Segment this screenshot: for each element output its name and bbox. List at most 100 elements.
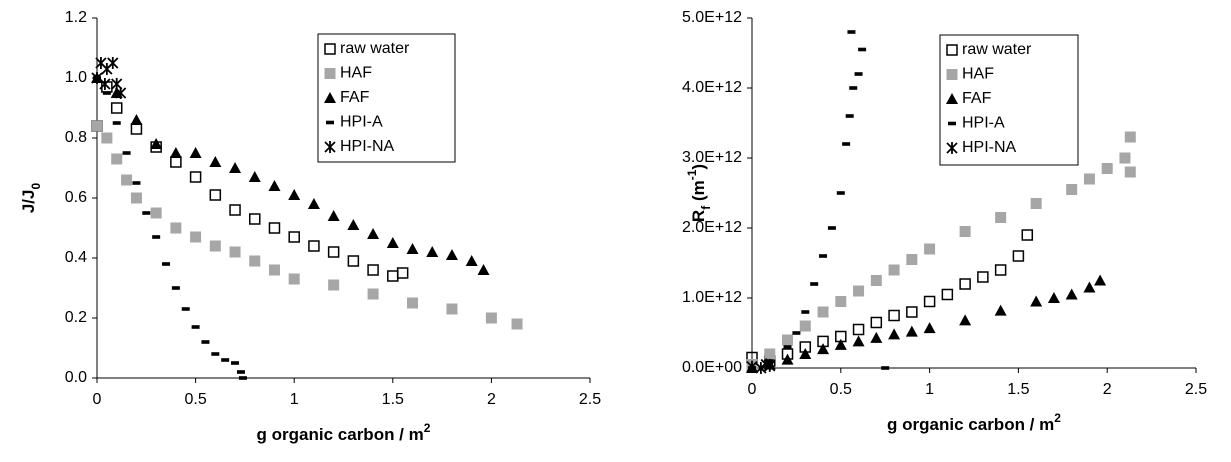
marker — [810, 282, 819, 286]
series — [93, 76, 247, 380]
y-tick-label: 2.0E+12 — [682, 219, 742, 236]
x-tick-label: 2.5 — [1185, 381, 1207, 398]
marker — [977, 271, 989, 283]
marker — [994, 264, 1007, 276]
marker — [130, 192, 142, 204]
marker — [1094, 274, 1107, 286]
label-part: 2 — [424, 421, 431, 435]
marker — [130, 123, 143, 135]
marker — [249, 255, 261, 267]
legend-label: raw water — [340, 40, 410, 57]
y-tick-label: 3.0E+12 — [682, 149, 742, 166]
marker — [834, 338, 847, 350]
marker — [959, 314, 972, 326]
x-tick-label: 1.5 — [382, 391, 404, 408]
marker — [994, 304, 1007, 316]
marker — [923, 322, 936, 334]
legend: raw water HAF FAF HPI-A HPI-NA — [317, 33, 456, 163]
marker — [91, 120, 103, 132]
marker — [888, 328, 901, 340]
marker — [764, 348, 776, 360]
marker — [465, 255, 478, 266]
marker — [209, 189, 222, 201]
label-part: ) — [689, 164, 708, 170]
marker — [307, 198, 320, 209]
y-tick-label: 1.0 — [65, 69, 87, 86]
legend-box — [317, 33, 456, 163]
marker — [248, 171, 261, 182]
marker — [799, 348, 812, 359]
legend-label: HPI-A — [962, 115, 1005, 132]
series — [748, 30, 890, 370]
marker — [1012, 250, 1025, 262]
marker — [328, 279, 340, 291]
marker — [152, 235, 161, 239]
y-tick-label: 4.0E+12 — [682, 79, 742, 96]
marker — [236, 370, 245, 374]
marker — [946, 44, 958, 56]
marker — [181, 307, 190, 311]
x-tick-label: 2.5 — [579, 391, 601, 408]
x-tick-label: 2 — [487, 391, 496, 408]
marker — [150, 138, 163, 149]
marker — [324, 92, 336, 103]
marker — [906, 306, 918, 318]
x-tick-label: 0.5 — [184, 391, 206, 408]
marker — [347, 255, 360, 267]
marker — [1021, 229, 1034, 241]
marker — [888, 264, 900, 276]
x-tick-label: 1.5 — [1007, 381, 1029, 398]
y-tick-label: 1.2 — [65, 9, 87, 26]
marker — [268, 222, 281, 234]
marker — [396, 267, 409, 279]
marker — [211, 352, 220, 356]
marker — [1119, 152, 1131, 164]
marker — [170, 156, 182, 168]
marker — [852, 335, 865, 347]
marker — [941, 288, 954, 301]
series — [746, 229, 1034, 367]
label-part: R — [689, 210, 708, 222]
marker — [189, 171, 202, 183]
marker — [836, 191, 845, 195]
x-tick-label: 0 — [748, 381, 757, 398]
marker — [845, 114, 854, 118]
label-part: (m — [689, 180, 708, 206]
chart: 0.0 0.2 0.4 0.6 0.8 1.0 1.2 0 0.5 1 1.5 2 2.5 g organ… — [19, 9, 601, 444]
marker — [268, 264, 280, 276]
marker — [1101, 163, 1113, 174]
marker — [1083, 281, 1096, 293]
marker — [324, 141, 336, 153]
marker — [324, 68, 336, 79]
y-tick-label: 5.0E+12 — [682, 9, 742, 26]
marker — [948, 121, 956, 126]
marker — [268, 180, 281, 191]
marker — [445, 249, 458, 260]
y-tick-label: 0.8 — [65, 129, 87, 146]
y-tick-label: 0.0 — [65, 369, 87, 386]
x-tick-label: 2 — [1103, 381, 1112, 398]
marker — [1030, 198, 1042, 209]
legend-label: HPI-NA — [340, 138, 395, 155]
marker — [853, 285, 865, 297]
marker — [367, 288, 379, 300]
marker — [169, 147, 182, 158]
marker — [367, 264, 379, 276]
marker — [110, 102, 123, 114]
marker — [446, 303, 458, 315]
label-part: 2 — [1054, 411, 1061, 425]
marker — [819, 254, 828, 258]
marker — [959, 226, 971, 237]
y-tick-label: 0.4 — [65, 249, 87, 266]
label-part: J/J — [19, 190, 38, 214]
marker — [209, 156, 222, 167]
label-part: g organic carbon / m — [887, 415, 1054, 434]
label-part: -1 — [685, 169, 699, 180]
marker — [959, 278, 971, 290]
marker — [946, 142, 958, 154]
marker — [407, 297, 419, 309]
marker — [91, 72, 103, 84]
marker — [1065, 288, 1078, 300]
marker — [324, 43, 336, 55]
